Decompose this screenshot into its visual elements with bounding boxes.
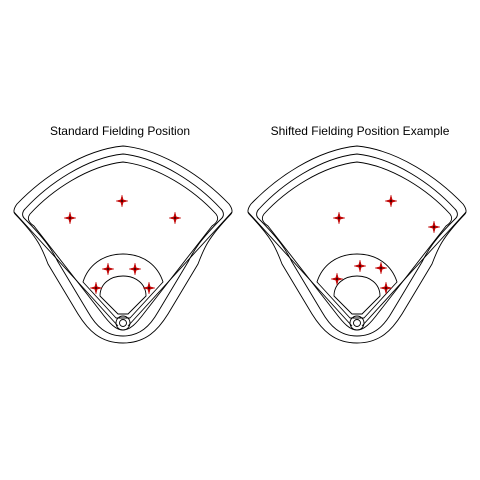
left-foul-line: [13, 211, 119, 327]
fielder-center-dot: [107, 268, 109, 270]
fielder-center-dot: [336, 278, 338, 280]
home-plate-inner: [119, 319, 127, 327]
home-plate-inner: [353, 319, 361, 327]
right-foul-line: [127, 211, 233, 327]
fielder-center-dot: [385, 287, 387, 289]
inner-wall: [22, 153, 224, 337]
fielder-center-dot: [433, 226, 435, 228]
panel-title-shifted: Shifted Fielding Position Example: [270, 124, 450, 138]
right-foul-line: [361, 211, 467, 327]
baseball-field-standard: [13, 145, 233, 344]
home-plate-circle: [115, 315, 131, 331]
fielder-center-dot: [380, 267, 382, 269]
fielder-center-dot: [390, 200, 392, 202]
infield-dirt: [316, 253, 398, 319]
fielder-center-dot: [359, 265, 361, 267]
fielder-center-dot: [174, 217, 176, 219]
baseball-field-shifted: [247, 145, 467, 344]
outfield-line: [261, 161, 453, 331]
outfield-line: [27, 161, 219, 331]
left-foul-line: [247, 211, 353, 327]
fielder-center-dot: [148, 287, 150, 289]
fielder-center-dot: [69, 217, 71, 219]
home-plate-circle: [349, 315, 365, 331]
panel-title-standard: Standard Fielding Position: [49, 124, 191, 138]
infield-grass: [333, 275, 381, 315]
fielder-center-dot: [95, 287, 97, 289]
outer-wall: [247, 145, 467, 344]
fielder-center-dot: [338, 217, 340, 219]
fielder-center-dot: [134, 268, 136, 270]
fielder-markers: [63, 194, 441, 295]
inner-wall: [256, 153, 458, 337]
outer-wall: [13, 145, 233, 344]
fielder-center-dot: [121, 200, 123, 202]
infield-grass: [99, 275, 147, 315]
infield-dirt: [82, 253, 164, 319]
